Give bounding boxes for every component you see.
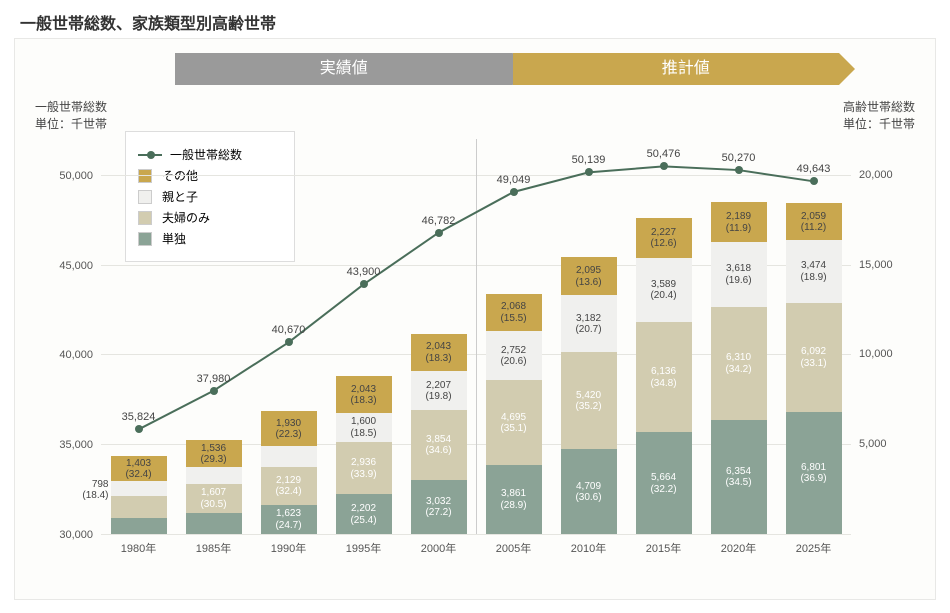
line-point [735,166,743,174]
line-chart [101,139,851,534]
chart-title: 一般世帯総数、家族類型別高齢世帯 [20,10,276,34]
line-point [510,188,518,196]
x-axis-label: 2020年 [701,540,776,556]
x-axis-label: 1995年 [326,540,401,556]
y-tick-right: 20,000 [859,169,893,181]
line-point [660,162,668,170]
plot-area: 30,00035,00040,00045,00050,0005,00010,00… [101,139,851,534]
period-arrows: 実績値 推計値 [175,53,855,85]
line-point [585,168,593,176]
line-value-label: 50,139 [572,154,606,166]
y-axis-left-label: 一般世帯総数単位：千世帯 [35,99,107,133]
line-value-label: 43,900 [347,266,381,278]
line-point [435,229,443,237]
y-tick-right: 5,000 [859,438,887,450]
y-tick-right: 10,000 [859,348,893,360]
x-axis-label: 2000年 [401,540,476,556]
x-axis-label: 1985年 [176,540,251,556]
arrow-forecast: 推計値 [513,53,855,85]
x-axis-label: 2010年 [551,540,626,556]
line-value-label: 49,049 [497,174,531,186]
line-value-label: 50,270 [722,152,756,164]
line-point [285,338,293,346]
line-point [210,387,218,395]
gridline: 30,000 [101,534,851,535]
x-axis-label: 2015年 [626,540,701,556]
y-axis-right-label: 高齢世帯総数単位：千世帯 [843,99,915,133]
line-value-label: 49,643 [797,163,831,175]
line-value-label: 35,824 [122,411,156,423]
y-tick-right: 15,000 [859,259,893,271]
line-value-label: 46,782 [422,215,456,227]
x-axis-label: 2025年 [776,540,851,556]
line-value-label: 50,476 [647,148,681,160]
y-tick-left: 45,000 [59,260,93,272]
x-axis-label: 1980年 [101,540,176,556]
chart-panel: 実績値 推計値 一般世帯総数単位：千世帯 高齢世帯総数単位：千世帯 一般世帯総数… [14,38,936,600]
x-axis-label: 2005年 [476,540,551,556]
arrow-actual: 実績値 [175,53,529,85]
y-tick-left: 35,000 [59,439,93,451]
y-tick-left: 40,000 [59,349,93,361]
line-value-label: 37,980 [197,373,231,385]
x-axis-label: 1990年 [251,540,326,556]
line-point [135,425,143,433]
line-point [810,177,818,185]
line-value-label: 40,670 [272,324,306,336]
y-tick-left: 50,000 [59,170,93,182]
line-point [360,280,368,288]
y-tick-left: 30,000 [59,529,93,541]
